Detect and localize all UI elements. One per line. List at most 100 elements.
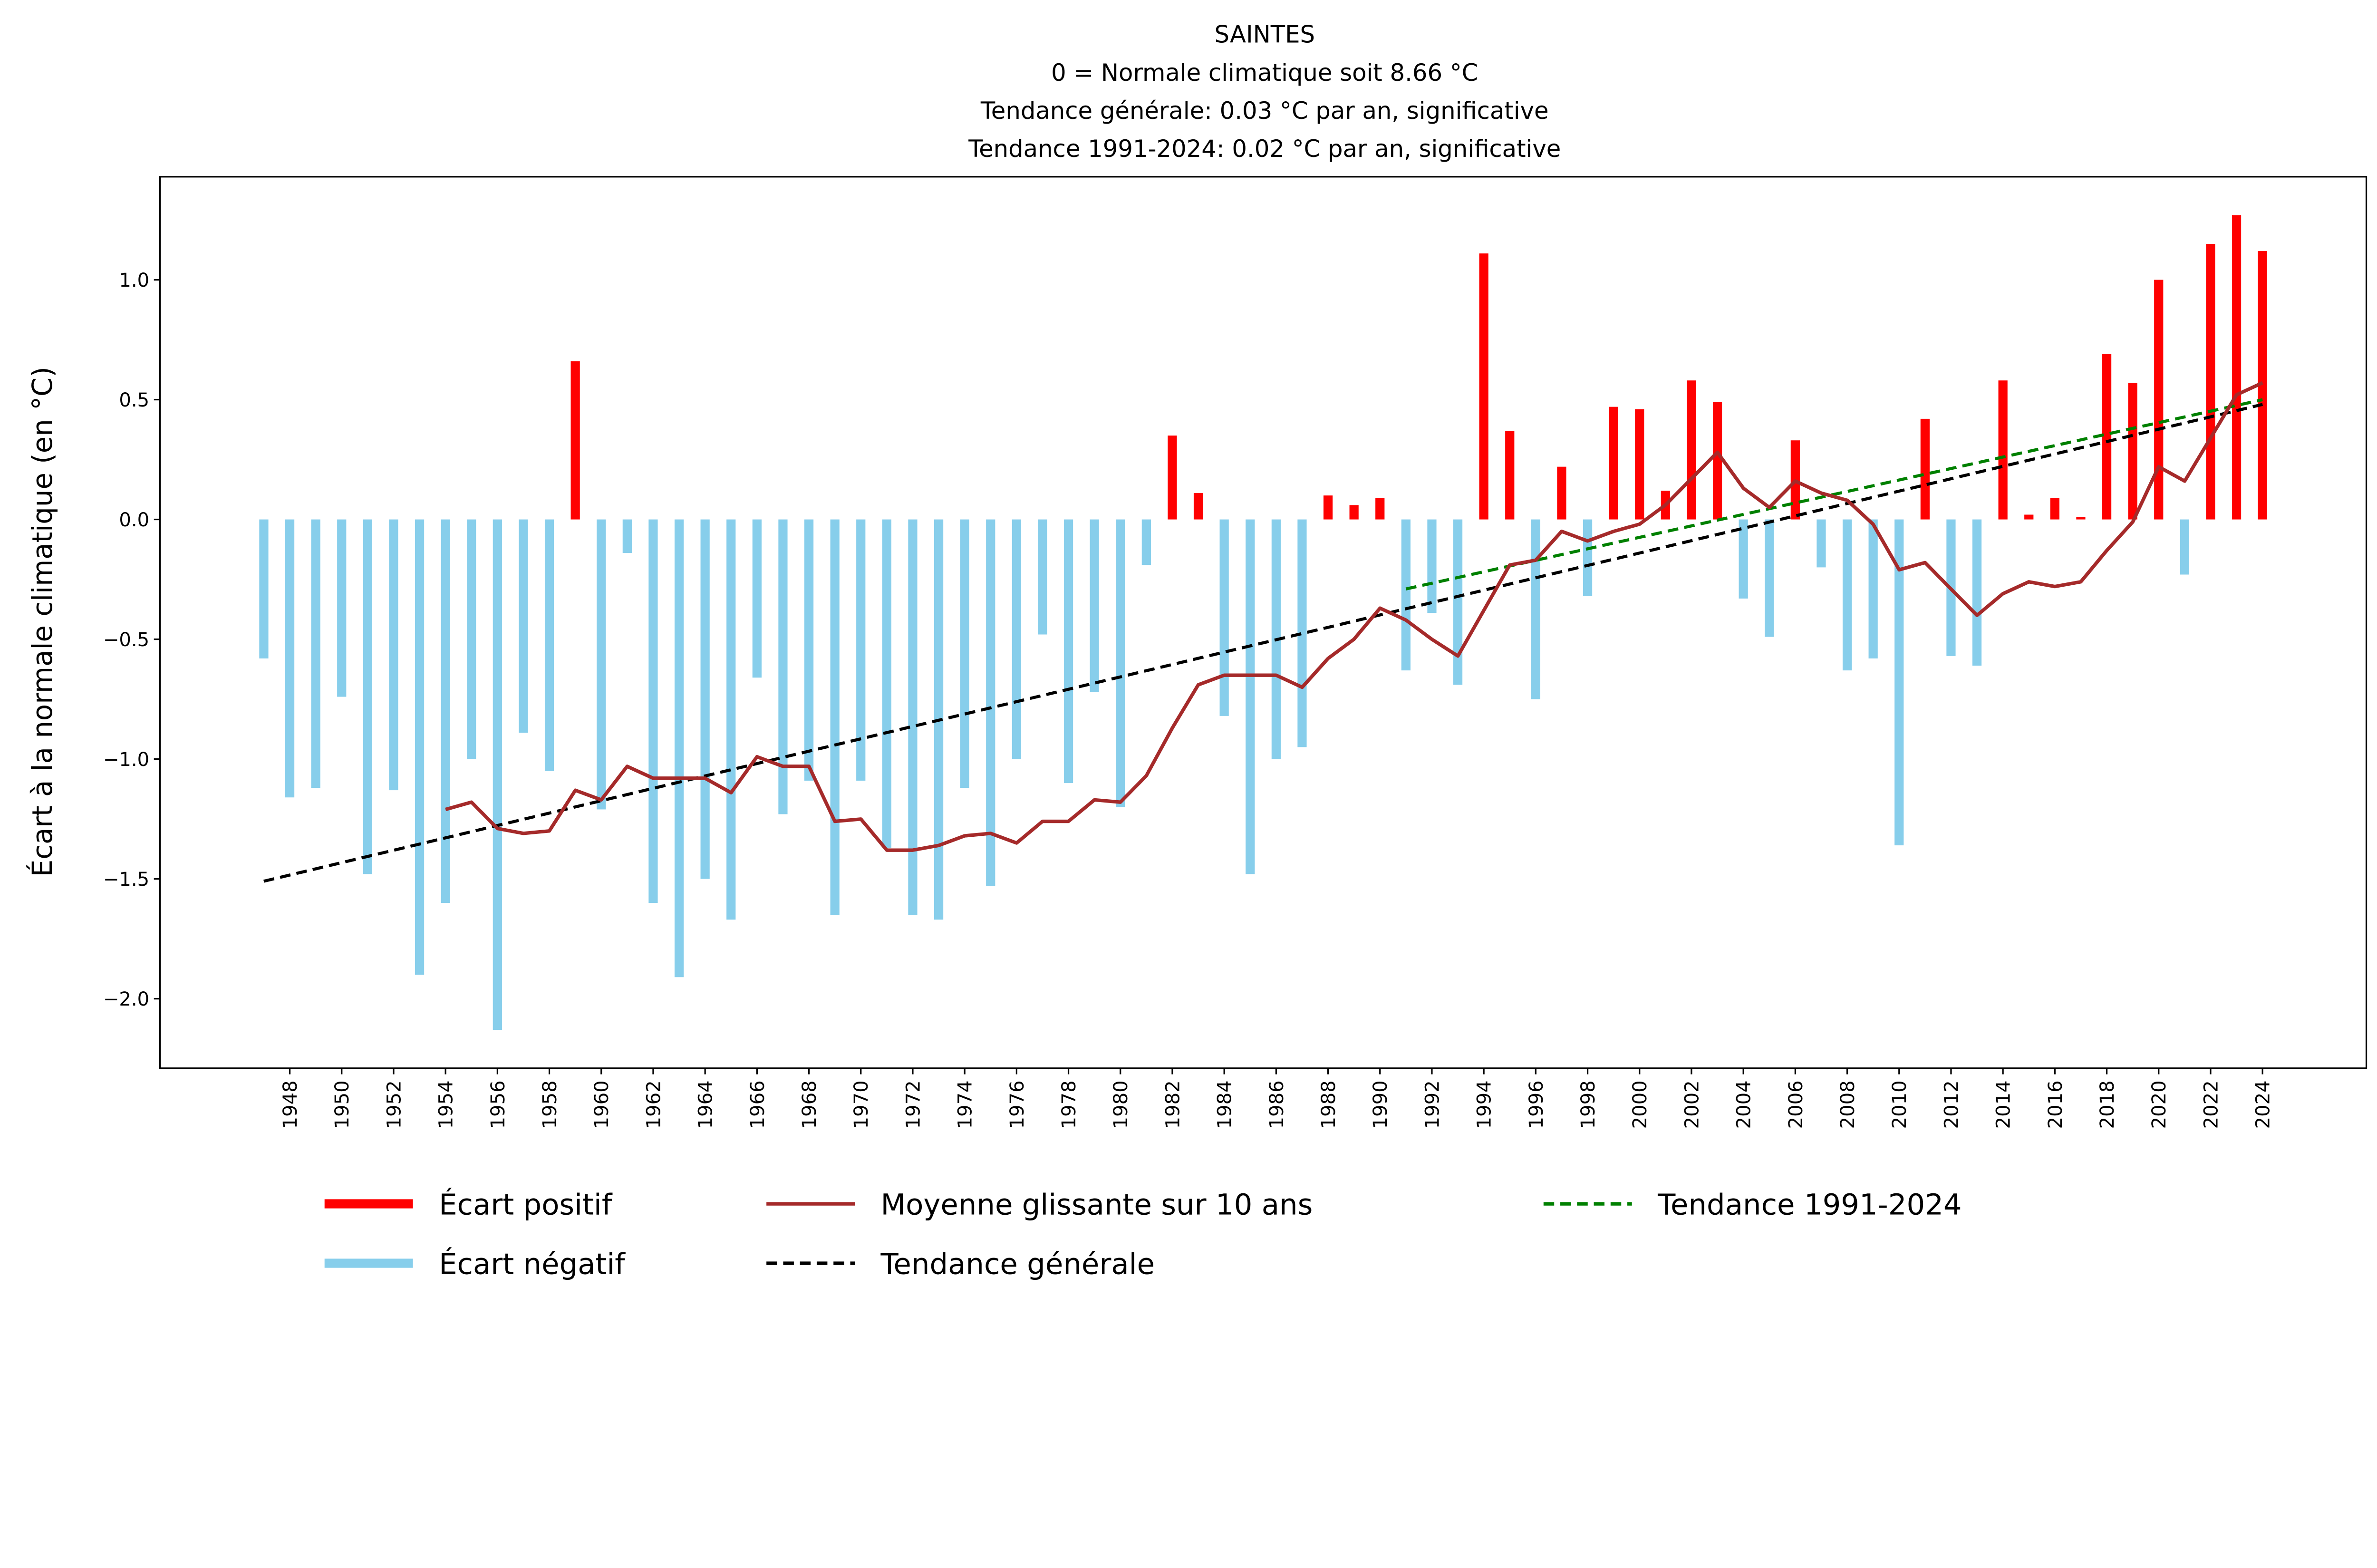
- bar-positive-1999: [1609, 407, 1618, 520]
- bar-positive-2018: [2102, 354, 2112, 520]
- x-tick-label: 2002: [1681, 1080, 1703, 1129]
- bar-negative-1965: [726, 519, 736, 920]
- x-tick-label: 1980: [1110, 1080, 1132, 1129]
- bar-negative-2005: [1765, 519, 1774, 637]
- x-tick-label: 1968: [799, 1080, 821, 1129]
- y-tick-label: −1.5: [103, 869, 149, 890]
- chart-title: SAINTES 0 = Normale climatique soit 8.66…: [968, 21, 1561, 163]
- trend-general-line: [263, 403, 2263, 883]
- y-tick-label: 0.5: [119, 389, 149, 411]
- y-tick-label: 0.0: [119, 509, 149, 531]
- bar-negative-1952: [389, 519, 398, 791]
- x-tick-label: 1958: [539, 1080, 561, 1129]
- bar-negative-1948: [285, 519, 295, 798]
- x-tick-label: 1954: [435, 1080, 457, 1129]
- legend-trend-recent: Tendance 1991-2024: [1543, 1188, 1962, 1221]
- bar-negative-1960: [597, 519, 606, 810]
- bar-negative-1972: [908, 519, 918, 915]
- bar-positive-1995: [1505, 431, 1515, 520]
- bar-negative-1950: [337, 519, 347, 697]
- bar-positive-1989: [1349, 505, 1359, 520]
- bar-positive-1988: [1323, 495, 1333, 520]
- legend-positive-label: Écart positif: [439, 1187, 613, 1221]
- x-tick-label: 1982: [1162, 1080, 1184, 1129]
- bar-negative-2007: [1817, 519, 1826, 568]
- x-tick-label: 1988: [1318, 1080, 1340, 1129]
- bar-positive-1994: [1479, 253, 1488, 520]
- bar-positive-2023: [2232, 215, 2242, 520]
- title-line-2: 0 = Normale climatique soit 8.66 °C: [1051, 59, 1478, 87]
- x-tick-label: 2022: [2200, 1080, 2222, 1129]
- legend: Écart positif Écart négatif Moyenne glissa…: [324, 1187, 1962, 1281]
- bar-negative-1976: [1012, 519, 1021, 759]
- bar-negative-2013: [1972, 519, 1982, 666]
- title-line-3: Tendance générale: 0.03 °C par an, signi…: [980, 97, 1549, 125]
- x-tick-label: 2016: [2045, 1080, 2067, 1129]
- bar-negative-2004: [1739, 519, 1748, 599]
- y-tick-label: 1.0: [119, 270, 149, 291]
- bar-positive-2019: [2128, 383, 2137, 520]
- x-tick-label: 2020: [2148, 1080, 2170, 1129]
- y-axis-label: Écart à la normale climatique (en °C): [26, 367, 58, 877]
- bar-negative-1998: [1583, 519, 1593, 596]
- bar-positive-2015: [2024, 514, 2034, 520]
- x-tick-label: 2004: [1733, 1080, 1755, 1129]
- bar-negative-2010: [1894, 519, 1904, 846]
- bar-negative-1984: [1219, 519, 1229, 716]
- bar-negative-1977: [1038, 519, 1047, 635]
- legend-negative: Écart négatif: [324, 1247, 626, 1281]
- bar-negative-1947: [259, 519, 269, 658]
- bar-positive-2016: [2050, 498, 2059, 520]
- bar-negative-1975: [986, 519, 995, 886]
- x-tick-label: 2006: [1785, 1080, 1807, 1129]
- bar-positive-2003: [1712, 402, 1722, 520]
- x-tick-label: 1998: [1577, 1080, 1599, 1129]
- bar-negative-1961: [622, 519, 632, 553]
- axes: 1.0 0.5 0.0 −0.5 −1.0 −1.5 −2.0 1948 1950 1952 195…: [103, 176, 2367, 1129]
- bar-negative-1980: [1116, 519, 1125, 807]
- bar-negative-1955: [467, 519, 476, 759]
- bar-negative-2008: [1842, 519, 1852, 671]
- x-tick-label: 1966: [747, 1080, 769, 1129]
- bar-negative-1964: [700, 519, 710, 879]
- x-tick-label: 1984: [1214, 1080, 1236, 1129]
- bar-positive-1982: [1168, 436, 1177, 520]
- bar-positive-2000: [1635, 409, 1644, 520]
- bar-negative-1968: [804, 519, 814, 781]
- bar-negative-1956: [493, 519, 502, 1030]
- bar-negative-2021: [2180, 519, 2189, 575]
- legend-trend-general: Tendance générale: [766, 1247, 1155, 1281]
- x-tick-label: 2000: [1629, 1080, 1651, 1129]
- y-tick-label: −0.5: [103, 629, 149, 651]
- bar-negative-1966: [752, 519, 762, 678]
- x-tick-label: 1948: [280, 1080, 301, 1129]
- bar-positive-1990: [1375, 498, 1385, 520]
- x-tick-label: 2008: [1837, 1080, 1859, 1129]
- legend-positive: Écart positif: [324, 1187, 613, 1221]
- y-tick-label: −2.0: [103, 988, 149, 1010]
- chart: SAINTES 0 = Normale climatique soit 8.66…: [26, 21, 2367, 1281]
- bar-positive-2022: [2206, 243, 2215, 520]
- x-tick-label: 1962: [643, 1080, 665, 1129]
- x-tick-label: 1960: [591, 1080, 613, 1129]
- bar-negative-1958: [544, 519, 554, 771]
- x-tick-label: 1996: [1526, 1080, 1547, 1129]
- title-line-4: Tendance 1991-2024: 0.02 °C par an, sign…: [968, 135, 1561, 163]
- x-tick-label: 1992: [1421, 1080, 1443, 1129]
- x-tick-label: 2012: [1941, 1080, 1962, 1129]
- bar-positive-2020: [2154, 280, 2164, 520]
- x-tick-label: 1956: [487, 1080, 509, 1129]
- bar-negative-1971: [882, 519, 891, 848]
- x-tick-label: 1950: [331, 1080, 353, 1129]
- bar-negative-1978: [1063, 519, 1073, 783]
- bar-negative-1969: [830, 519, 840, 915]
- bar-negative-1953: [415, 519, 425, 975]
- x-tick-label: 1952: [383, 1080, 405, 1129]
- bar-negative-1954: [441, 519, 450, 903]
- x-tick-label: 1986: [1266, 1080, 1288, 1129]
- legend-moving-average: Moyenne glissante sur 10 ans: [766, 1188, 1313, 1221]
- bar-positive-1997: [1557, 466, 1566, 520]
- bar-negative-1981: [1141, 519, 1151, 565]
- x-tick-label: 2018: [2097, 1080, 2118, 1129]
- bar-negative-1951: [363, 519, 372, 874]
